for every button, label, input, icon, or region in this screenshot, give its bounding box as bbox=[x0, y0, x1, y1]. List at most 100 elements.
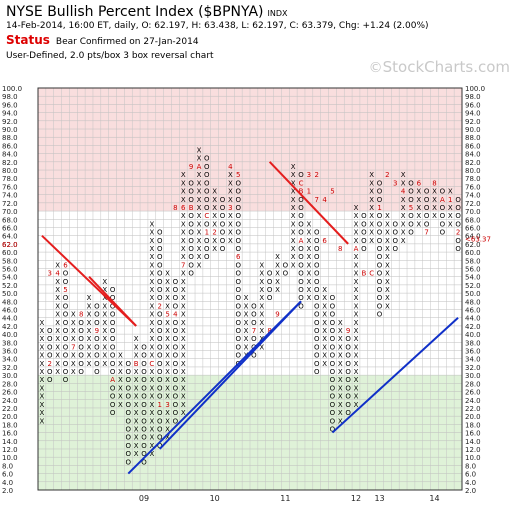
o-box: O bbox=[173, 360, 179, 368]
x-box: X bbox=[165, 384, 170, 392]
o-box: O bbox=[251, 319, 257, 327]
o-box: O bbox=[110, 319, 116, 327]
month-marker: 9 bbox=[346, 327, 350, 335]
y-tick-label: 74.0 bbox=[2, 192, 18, 200]
x-box: X bbox=[87, 311, 92, 319]
y-tick-label: 56.0 bbox=[465, 265, 481, 273]
o-box: O bbox=[126, 393, 132, 401]
x-box: X bbox=[212, 237, 217, 245]
x-box: X bbox=[228, 188, 233, 196]
o-box: O bbox=[110, 352, 116, 360]
x-box: X bbox=[385, 229, 390, 237]
o-box: O bbox=[267, 294, 273, 302]
o-box: O bbox=[298, 253, 304, 261]
o-box: O bbox=[63, 335, 69, 343]
x-box: X bbox=[165, 360, 170, 368]
y-tick-label: 68.0 bbox=[465, 216, 481, 224]
x-box: X bbox=[354, 294, 359, 302]
month-marker: 7 bbox=[181, 261, 185, 269]
x-box: X bbox=[149, 384, 154, 392]
y-tick-label: 58.0 bbox=[2, 257, 18, 265]
o-box: O bbox=[330, 352, 336, 360]
x-box: X bbox=[338, 343, 343, 351]
x-box: X bbox=[197, 212, 202, 220]
x-box: X bbox=[259, 261, 264, 269]
x-box: X bbox=[354, 261, 359, 269]
x-box: X bbox=[149, 442, 154, 450]
o-box: O bbox=[377, 237, 383, 245]
o-box: O bbox=[345, 352, 351, 360]
month-marker: 3 bbox=[165, 401, 169, 409]
y-tick-label: 62.0 bbox=[465, 241, 481, 249]
x-box: X bbox=[244, 311, 249, 319]
x-box: X bbox=[197, 229, 202, 237]
x-box: X bbox=[134, 442, 139, 450]
watermark-text: StockCharts.com bbox=[382, 58, 510, 76]
x-box: X bbox=[212, 245, 217, 253]
o-box: O bbox=[235, 204, 241, 212]
x-box: X bbox=[118, 401, 123, 409]
o-box: O bbox=[408, 188, 414, 196]
o-box: O bbox=[173, 327, 179, 335]
o-box: O bbox=[314, 286, 320, 294]
y-tick-label: 28.0 bbox=[2, 380, 18, 388]
x-box: X bbox=[40, 393, 45, 401]
x-box: X bbox=[369, 171, 374, 179]
x-box: X bbox=[244, 294, 249, 302]
o-box: O bbox=[141, 450, 147, 458]
x-box: X bbox=[102, 335, 107, 343]
x-box: X bbox=[134, 352, 139, 360]
y-tick-label: 18.0 bbox=[2, 421, 18, 429]
x-box: X bbox=[338, 368, 343, 376]
x-box: X bbox=[134, 335, 139, 343]
x-box: X bbox=[165, 434, 170, 442]
x-box: X bbox=[87, 294, 92, 302]
x-box: X bbox=[102, 294, 107, 302]
x-box: X bbox=[291, 212, 296, 220]
o-box: O bbox=[126, 442, 132, 450]
o-box: O bbox=[204, 204, 210, 212]
y-tick-label: 14.0 bbox=[2, 438, 18, 446]
pf-columns: XXXXXXXXXXXXXOOOOOOXXXXXXXXXXXXXOOOOOOOO… bbox=[40, 147, 462, 467]
o-box: O bbox=[267, 286, 273, 294]
o-box: O bbox=[157, 368, 163, 376]
o-box: O bbox=[94, 319, 100, 327]
x-box: X bbox=[165, 343, 170, 351]
o-box: O bbox=[361, 212, 367, 220]
month-marker: 8 bbox=[173, 204, 177, 212]
o-box: O bbox=[173, 286, 179, 294]
o-box: O bbox=[157, 343, 163, 351]
x-box: X bbox=[40, 368, 45, 376]
o-box: O bbox=[126, 458, 132, 466]
o-box: O bbox=[377, 196, 383, 204]
x-box: X bbox=[275, 278, 280, 286]
x-box: X bbox=[448, 220, 453, 228]
o-box: O bbox=[408, 179, 414, 187]
o-box: O bbox=[110, 294, 116, 302]
o-box: O bbox=[345, 335, 351, 343]
o-box: O bbox=[126, 368, 132, 376]
o-box: O bbox=[63, 343, 69, 351]
o-box: O bbox=[330, 393, 336, 401]
x-box: X bbox=[306, 220, 311, 228]
x-box: X bbox=[354, 302, 359, 310]
y-tick-label: 74.0 bbox=[465, 192, 481, 200]
x-box: X bbox=[338, 401, 343, 409]
x-box: X bbox=[181, 245, 186, 253]
x-box: X bbox=[385, 302, 390, 310]
o-box: O bbox=[110, 327, 116, 335]
x-box: X bbox=[338, 417, 343, 425]
o-box: O bbox=[455, 212, 461, 220]
o-box: O bbox=[173, 352, 179, 360]
x-box: X bbox=[322, 352, 327, 360]
plot-frame bbox=[37, 87, 463, 491]
y-tick-label: 76.0 bbox=[465, 183, 481, 191]
o-box: O bbox=[157, 229, 163, 237]
o-box: O bbox=[94, 368, 100, 376]
o-box: O bbox=[110, 368, 116, 376]
o-box: O bbox=[157, 425, 163, 433]
y-tick-label: 30.0 bbox=[465, 372, 481, 380]
y-tick-label: 54.0 bbox=[2, 274, 18, 282]
y-tick-label: 90.0 bbox=[465, 126, 481, 134]
